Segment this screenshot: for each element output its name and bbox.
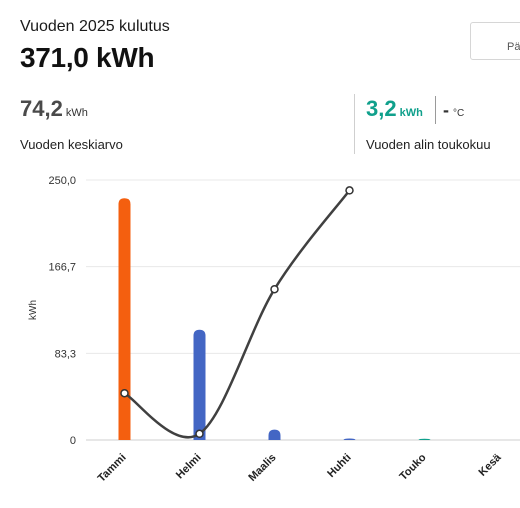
temperature-unit: °C [453,108,465,119]
stats-divider [354,94,355,154]
line-point[interactable] [345,186,354,195]
lowest-unit: kWh [399,107,423,119]
temperature-stat: - °C [443,100,464,121]
average-stat: 74,2 kWh [20,96,88,122]
y-tick-label: 0 [70,435,76,447]
line-point[interactable] [270,284,279,294]
average-unit: kWh [65,107,88,119]
y-tick-label: 166,7 [48,262,76,274]
temperature-divider [435,96,436,124]
page-title: Vuoden 2025 kulutus [20,18,170,35]
lowest-stat: 3,2 kWh [366,96,423,122]
x-tick-label: Kesä [477,451,505,479]
period-button[interactable]: Pä [470,22,520,60]
total-consumption: 371,0 kWh [20,42,155,73]
y-axis-label: kWh [28,300,39,320]
x-tick-label: Maalis [246,452,278,484]
x-tick-label: Tammi [96,452,129,485]
y-tick-label: 83,3 [55,348,76,360]
average-label: Vuoden keskiarvo [20,137,123,152]
line-point[interactable] [195,429,204,439]
line-point[interactable] [120,388,129,398]
bar-huhti[interactable] [343,438,356,440]
bar-tammi[interactable] [118,198,131,440]
x-tick-label: Touko [397,451,428,482]
x-tick-label: Huhti [325,452,353,480]
x-tick-label: Helmi [174,452,204,482]
lowest-value: 3,2 [366,96,397,121]
temperature-value: - [443,100,449,120]
bar-touko[interactable] [418,438,431,440]
temperature-line [123,189,351,439]
bar-helmi[interactable] [193,329,206,440]
lowest-label: Vuoden alin toukokuu [366,137,491,152]
bar-maalis[interactable] [268,429,281,440]
average-value: 74,2 [20,96,63,121]
y-tick-label: 250,0 [48,175,76,187]
